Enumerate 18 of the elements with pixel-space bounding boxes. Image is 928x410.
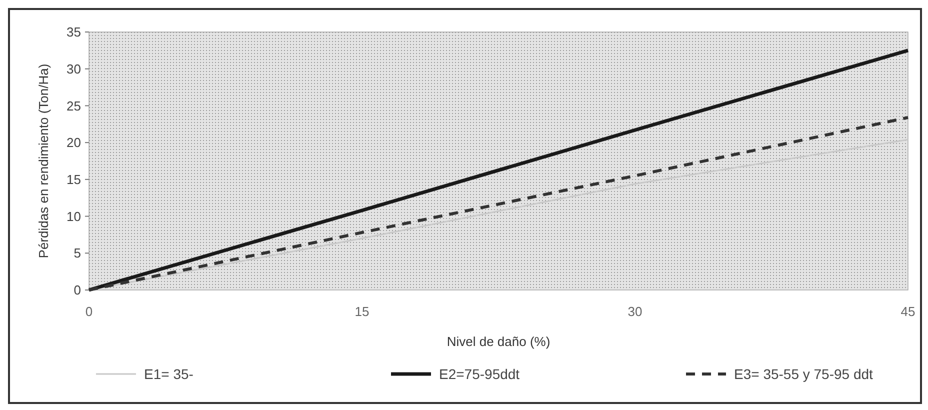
y-tick-label: 30: [66, 61, 81, 76]
y-tick-label: 0: [74, 282, 81, 298]
legend-label: E2=75-95ddt: [439, 366, 520, 382]
x-tick-label: 45: [900, 304, 916, 319]
line-series: [87, 48, 910, 292]
x-tick-label: 30: [628, 304, 642, 319]
y-tick-label: 15: [66, 172, 81, 187]
y-tick-label: 20: [66, 135, 81, 150]
y-tick-label: 5: [74, 246, 81, 261]
y-tick-label: 35: [66, 24, 81, 40]
x-axis-title: Nivel de daño (%): [446, 334, 550, 349]
x-tick-label: 0: [85, 304, 93, 319]
y-tick-label: 10: [66, 208, 81, 224]
y-tick-label: 25: [66, 98, 81, 114]
y-axis-title: Pérdidas en rendimiento (Ton/Ha): [36, 64, 51, 258]
legend-label: E3= 35-55 y 75-95 ddt: [734, 366, 874, 382]
legend-label: E1= 35-: [144, 366, 194, 382]
x-tick-label: 15: [354, 304, 370, 319]
